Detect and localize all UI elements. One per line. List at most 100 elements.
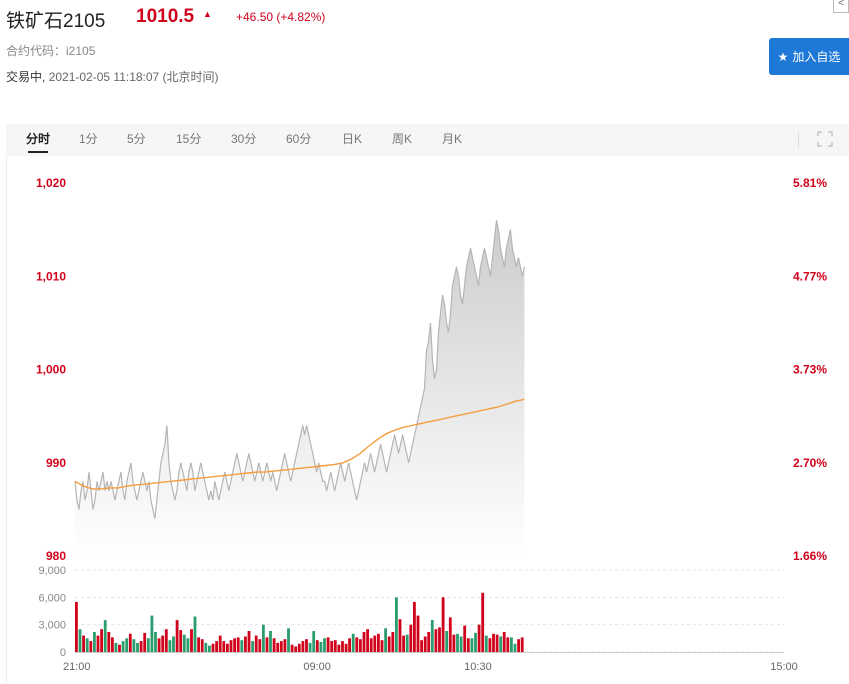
volume-bar [452, 634, 456, 652]
volume-bar [495, 634, 499, 652]
tab-6[interactable]: 日K [342, 132, 363, 146]
volume-bar [308, 642, 312, 652]
add-to-watchlist-button[interactable]: ★ 加入自选 [769, 38, 849, 75]
volume-bar [283, 639, 287, 652]
volume-bar [229, 640, 233, 652]
pct-tick-label: 4.77% [793, 269, 827, 283]
volume-bar [208, 645, 211, 652]
star-icon: ★ [777, 49, 789, 64]
volume-bar [402, 635, 405, 652]
volume-bar [448, 617, 452, 652]
volume-bar [438, 627, 441, 652]
volume-bar [369, 638, 373, 652]
volume-bar [96, 635, 100, 652]
price-change: +46.50 (+4.82%) [236, 10, 326, 24]
volume-bar [121, 641, 125, 652]
price-tick-label: 1,020 [36, 176, 66, 190]
volume-bar [279, 641, 283, 652]
tab-3[interactable]: 15分 [176, 132, 202, 146]
volume-bar [78, 629, 82, 652]
volume-tick-label: 3,000 [38, 620, 66, 632]
tab-2[interactable]: 5分 [127, 132, 146, 146]
volume-bar [470, 638, 474, 652]
volume-bar [305, 639, 308, 652]
volume-bar [434, 629, 438, 652]
volume-bar [337, 644, 341, 652]
volume-bar [312, 631, 316, 652]
pct-tick-label: 3.73% [793, 363, 827, 377]
volume-bar [341, 641, 344, 652]
volume-bar [445, 631, 449, 652]
volume-bar [384, 628, 387, 652]
price-tick-label: 990 [46, 456, 66, 470]
volume-bar [193, 616, 197, 652]
volume-bar [344, 643, 348, 652]
tab-5[interactable]: 60分 [286, 132, 312, 146]
price-area [75, 220, 525, 557]
volume-bar [190, 629, 193, 652]
volume-bar [315, 640, 319, 652]
volume-bar [100, 629, 103, 652]
volume-bar [139, 641, 143, 652]
tab-4[interactable]: 30分 [231, 132, 257, 146]
volume-bar [211, 643, 215, 652]
add-to-watchlist-label: 加入自选 [792, 50, 841, 64]
volume-bar [380, 640, 384, 652]
volume-bar [517, 639, 520, 652]
volume-bar [492, 633, 495, 652]
volume-bar [85, 638, 89, 652]
tab-7[interactable]: 周K [392, 132, 413, 146]
volume-bar [301, 641, 305, 652]
volume-bar [359, 639, 362, 652]
volume-bar [459, 636, 463, 652]
volume-bar [409, 624, 413, 652]
volume-bar [111, 637, 114, 652]
timestamp: 2021-02-05 11:18:07 (北京时间) [48, 70, 219, 84]
volume-bar [157, 638, 161, 652]
volume-bar [326, 637, 330, 652]
volume-bar [125, 638, 129, 652]
volume-bar [254, 635, 258, 652]
volume-bar [233, 638, 236, 652]
price-tick-label: 980 [46, 549, 66, 563]
volume-bar [272, 638, 276, 652]
volume-bar [218, 635, 222, 652]
volume-bar [269, 631, 272, 652]
volume-bar [391, 632, 395, 652]
volume-bar [240, 640, 244, 652]
time-tick-label: 10:30 [464, 661, 492, 673]
up-arrow-icon: ▲ [203, 9, 212, 19]
volume-bar [330, 641, 334, 652]
volume-bar [179, 630, 183, 652]
pct-tick-label: 2.70% [793, 456, 827, 470]
volume-bar [89, 641, 93, 652]
volume-bar [168, 640, 172, 652]
volume-bar [484, 635, 488, 652]
volume-bar [161, 635, 165, 652]
volume-bar [420, 640, 423, 652]
volume-bar [506, 637, 510, 652]
volume-bar [416, 615, 420, 652]
tab-1[interactable]: 1分 [79, 132, 98, 146]
volume-bar [128, 633, 132, 652]
chart-left-border [6, 156, 7, 684]
volume-bar [290, 644, 294, 652]
volume-bar [351, 633, 355, 652]
volume-bar [247, 631, 251, 652]
tab-8[interactable]: 月K [442, 132, 463, 146]
volume-bar [513, 643, 517, 652]
volume-bar [413, 601, 416, 652]
volume-bar [107, 632, 111, 652]
volume-bar [118, 644, 121, 652]
contract-code-line: 合约代码：i2105 [6, 42, 95, 59]
volume-bar [441, 597, 445, 652]
last-price: 1010.5 [136, 6, 195, 27]
volume-bar [204, 642, 208, 652]
volume-bar [427, 632, 431, 652]
volume-bar [136, 642, 139, 652]
contract-title: 铁矿石2105 [6, 11, 106, 32]
tab-0[interactable]: 分时 [26, 124, 50, 156]
volume-bar [481, 592, 485, 652]
fullscreen-icon[interactable] [817, 131, 833, 147]
